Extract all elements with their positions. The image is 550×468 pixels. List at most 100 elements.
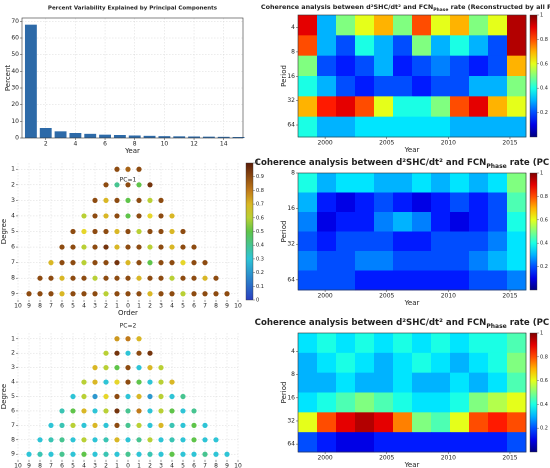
dot — [103, 213, 109, 219]
dot — [125, 291, 131, 297]
heat-cell — [298, 116, 318, 138]
dot — [92, 244, 98, 250]
heat-cell — [450, 270, 470, 291]
x-tick-label: 5 — [181, 303, 185, 310]
heat-cell — [450, 231, 470, 252]
y-tick-label: 7 — [11, 422, 15, 429]
dot — [70, 260, 76, 266]
heat-cell — [431, 333, 451, 354]
dot — [191, 275, 197, 281]
x-tick-label: 2 — [148, 463, 152, 468]
heat-cell — [469, 192, 489, 213]
heat-cell — [355, 96, 375, 118]
dot — [158, 365, 164, 371]
colorbar — [529, 172, 538, 291]
dot — [158, 275, 164, 281]
dot — [114, 393, 120, 400]
dot — [103, 379, 109, 385]
heat-cell — [431, 55, 451, 77]
heat-cell — [450, 212, 470, 232]
heat-cell — [393, 35, 413, 57]
heat-cell — [317, 15, 337, 36]
chart-title-part: rate (PC =2) — [507, 318, 550, 328]
heat-cell — [317, 231, 337, 252]
colorbar-label: 0.2 — [256, 270, 264, 276]
x-tick-label: 4 — [170, 303, 174, 310]
dot — [158, 228, 164, 235]
chart-title-part: rate (PC =1) — [507, 158, 550, 168]
dot — [114, 437, 120, 443]
dot — [136, 365, 142, 371]
dot — [136, 260, 142, 266]
dot — [114, 260, 120, 266]
heat-cell — [450, 173, 470, 193]
heat-cell — [431, 251, 451, 271]
dot — [213, 437, 219, 443]
dot — [158, 408, 164, 414]
dot — [92, 260, 98, 266]
heat-cell — [336, 35, 356, 57]
dot — [92, 228, 98, 235]
heat-cell — [317, 192, 337, 213]
heat-cell — [469, 333, 489, 354]
x-tick-label: 2005 — [379, 293, 394, 300]
dot — [125, 422, 131, 428]
dot — [147, 451, 153, 457]
heat-cell — [450, 372, 470, 393]
x-tick-label: 2000 — [317, 455, 332, 462]
heat-cell — [450, 352, 470, 374]
y-tick-label: 9 — [11, 451, 15, 458]
heat-cell — [374, 251, 394, 271]
heat-cell — [412, 392, 432, 413]
colorbar-label: 0.4 — [540, 86, 548, 92]
heat-cell — [488, 35, 508, 57]
x-tick-label: 9 — [27, 463, 31, 468]
y-tick-label: 8 — [291, 170, 295, 177]
dot — [92, 379, 98, 385]
x-tick-label: 7 — [203, 463, 207, 468]
colorbar — [529, 14, 538, 138]
x-tick-label: 3 — [93, 303, 97, 310]
dot — [169, 393, 175, 400]
heat-cell — [488, 55, 508, 77]
plot-frame — [21, 17, 244, 139]
chart-title-part: Coherence analysis between d²SHC/dt² and… — [261, 3, 433, 11]
heat-cell — [374, 35, 394, 57]
dot — [147, 365, 153, 371]
dot — [114, 213, 120, 219]
x-tick-label: 8 — [133, 141, 137, 148]
x-tick-label: 0 — [126, 303, 130, 310]
heat-cell — [336, 412, 356, 433]
heat-cell — [431, 372, 451, 393]
dot — [70, 393, 76, 400]
heat-cell — [355, 231, 375, 252]
chart-title: PC=2 — [120, 323, 137, 330]
heat-cell — [355, 173, 375, 193]
heat-cell — [412, 35, 432, 57]
dot — [147, 422, 153, 428]
heat-cell — [393, 96, 413, 118]
heat-cell — [317, 116, 337, 138]
heat-cell — [488, 173, 508, 193]
x-tick-label: 9 — [225, 303, 229, 310]
heat-cell — [469, 55, 489, 77]
heat-cell — [317, 270, 337, 291]
dot — [114, 350, 120, 356]
y-axis-label: Period — [280, 65, 288, 87]
x-tick-label: 2000 — [317, 140, 332, 147]
dot — [158, 260, 164, 266]
heat-cell — [355, 192, 375, 213]
y-tick-label: 32 — [287, 241, 295, 248]
heat-cell — [355, 352, 375, 374]
x-tick-label: 8 — [214, 303, 218, 310]
heat-cell — [469, 372, 489, 393]
heat-cell — [469, 212, 489, 232]
dot — [169, 408, 175, 414]
heat-cell — [336, 231, 356, 252]
x-tick-label: 4 — [73, 141, 77, 148]
heat-cell — [336, 192, 356, 213]
dot — [136, 213, 142, 219]
heat-cell — [298, 333, 318, 354]
heat-cell — [336, 96, 356, 118]
heat-cell — [488, 251, 508, 271]
